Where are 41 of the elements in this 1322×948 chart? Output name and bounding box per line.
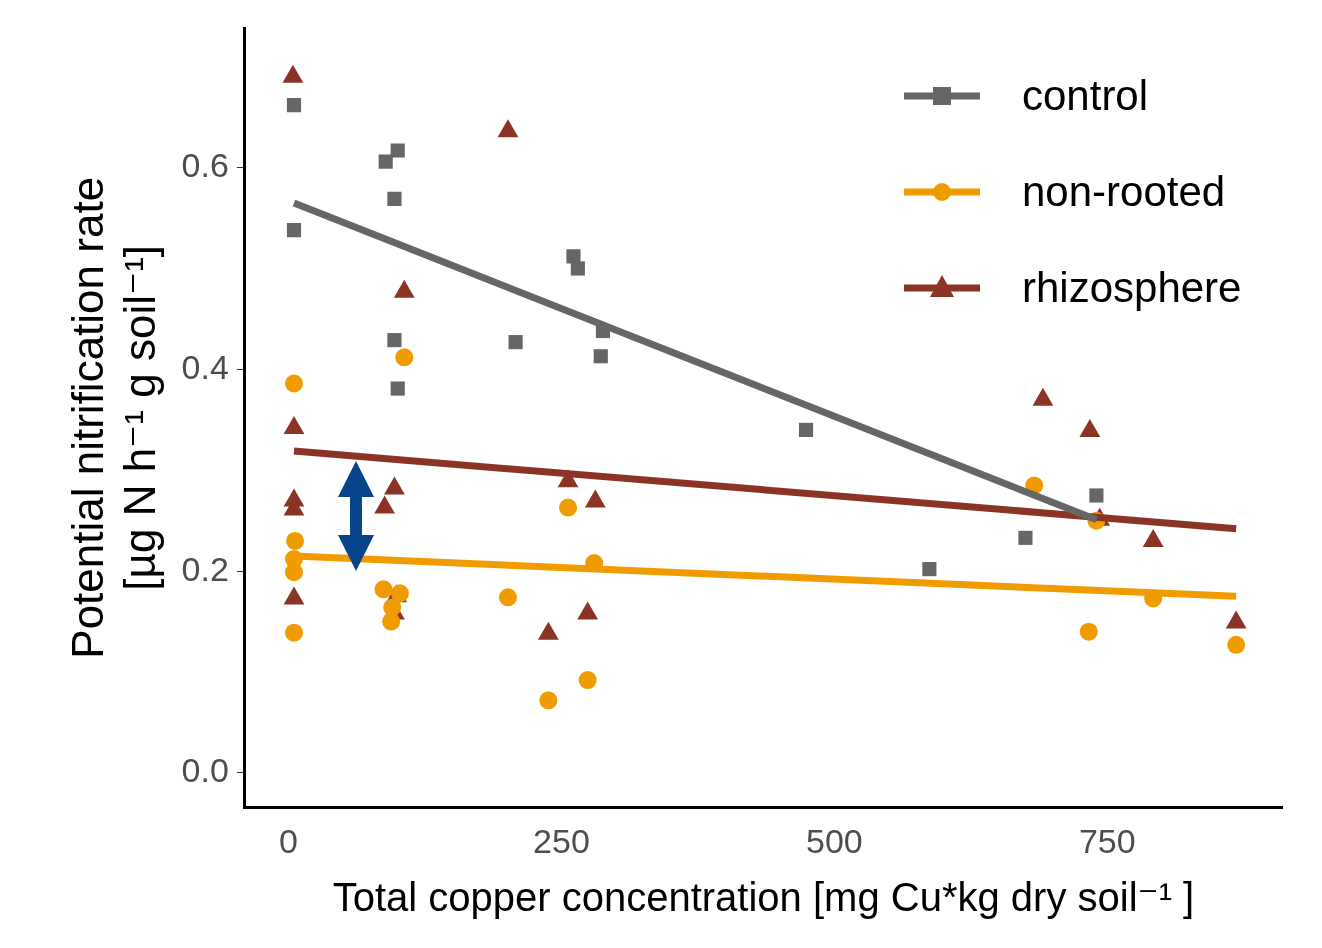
point [286, 98, 302, 113]
point [387, 333, 402, 348]
point [284, 563, 303, 582]
point [498, 588, 517, 607]
point [1089, 488, 1104, 503]
point [570, 261, 585, 276]
point [390, 381, 405, 396]
x-tick-label: 250 [533, 821, 590, 860]
point [284, 374, 303, 393]
x-axis-title: Total copper concentration [mg Cu*kg dry soil⁻¹ ] [332, 875, 1195, 920]
y-tick-label: 0.2 [181, 549, 229, 588]
x-tick-label: 0 [279, 821, 298, 860]
point [395, 348, 414, 367]
point [1079, 622, 1098, 641]
x-tick-label: 750 [1078, 821, 1136, 860]
point [286, 223, 302, 238]
point [286, 531, 305, 550]
point [387, 191, 402, 206]
legend-label: rhizosphere [1022, 264, 1242, 313]
point [390, 143, 405, 158]
point [559, 498, 578, 517]
y-tick-label: 0.4 [181, 347, 229, 386]
point [374, 580, 393, 599]
point [284, 623, 303, 642]
point [382, 612, 401, 631]
x-tick-label: 500 [806, 821, 863, 860]
point [1018, 530, 1033, 545]
legend-label: non-rooted [1022, 168, 1226, 217]
point [578, 671, 597, 690]
point [593, 349, 608, 364]
point [390, 584, 409, 603]
y-tick-label: 0.0 [181, 751, 229, 790]
y-axis-title: Potential nitrification rate [µg N h⁻¹ g soil⁻¹] [62, 176, 165, 659]
point [798, 422, 814, 437]
point [378, 154, 393, 169]
point [539, 691, 558, 710]
legend-label: control [1022, 72, 1149, 121]
point [922, 562, 937, 577]
point [1227, 635, 1246, 654]
point [508, 335, 523, 350]
y-tick-label: 0.6 [181, 145, 229, 184]
